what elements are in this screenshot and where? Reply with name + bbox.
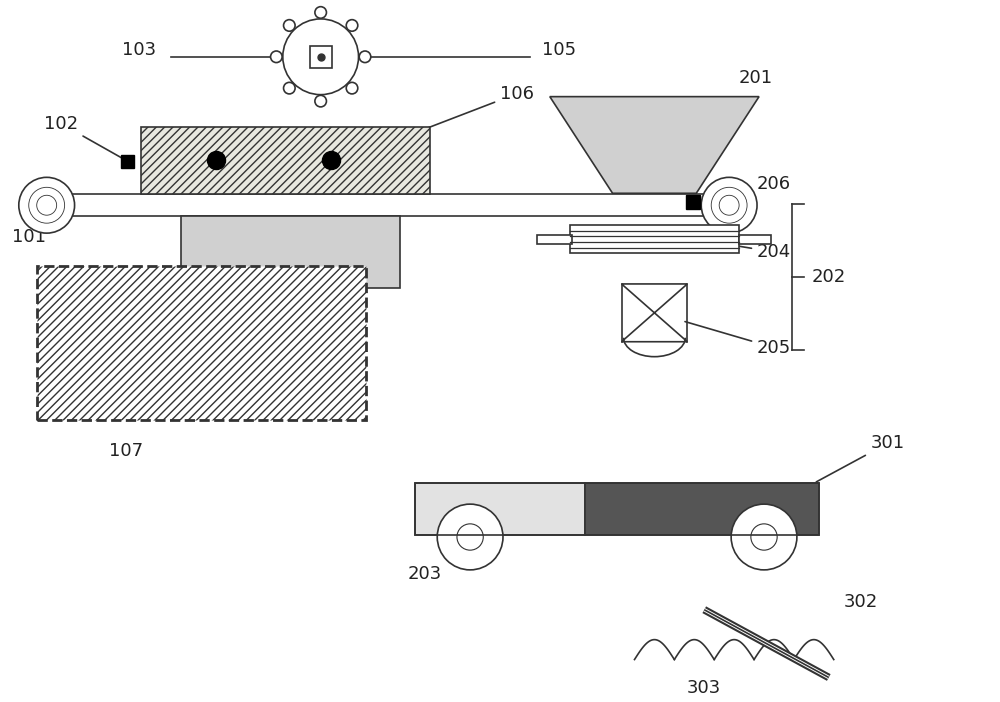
Bar — [310, 46, 332, 68]
Text: 203: 203 — [407, 565, 442, 583]
Text: 206: 206 — [696, 176, 791, 201]
Text: 103: 103 — [122, 41, 156, 59]
Bar — [686, 195, 700, 209]
Bar — [585, 483, 819, 535]
Text: 301: 301 — [816, 435, 905, 482]
Circle shape — [284, 82, 295, 94]
Circle shape — [731, 504, 797, 570]
Bar — [537, 234, 572, 244]
Bar — [570, 225, 739, 253]
Circle shape — [315, 95, 326, 107]
Bar — [415, 483, 819, 535]
Text: 205: 205 — [685, 322, 791, 357]
Text: 102: 102 — [44, 114, 125, 160]
Polygon shape — [550, 97, 759, 193]
Text: 302: 302 — [844, 592, 878, 611]
Bar — [37, 266, 366, 420]
Text: 107: 107 — [109, 442, 143, 461]
Circle shape — [437, 504, 503, 570]
Text: 101: 101 — [12, 228, 46, 246]
Text: 204: 204 — [699, 239, 791, 261]
Text: 201: 201 — [739, 69, 773, 86]
Circle shape — [283, 19, 359, 95]
Text: 202: 202 — [812, 268, 846, 286]
Circle shape — [346, 82, 358, 94]
Bar — [181, 216, 400, 288]
Bar — [141, 126, 430, 194]
Text: 303: 303 — [687, 680, 721, 698]
Circle shape — [19, 178, 75, 233]
Text: 105: 105 — [542, 41, 576, 59]
Bar — [415, 483, 585, 535]
Circle shape — [346, 20, 358, 31]
Circle shape — [701, 178, 757, 233]
Bar — [739, 234, 771, 244]
Text: 106: 106 — [408, 85, 534, 135]
Circle shape — [359, 51, 371, 62]
Circle shape — [315, 7, 326, 18]
Circle shape — [284, 20, 295, 31]
Bar — [121, 155, 134, 168]
Circle shape — [271, 51, 282, 62]
